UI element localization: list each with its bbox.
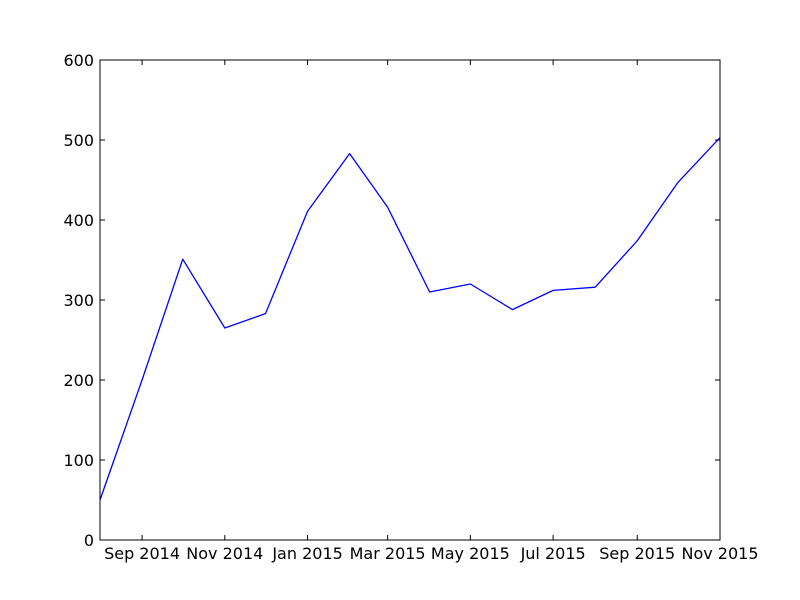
y-tick-label: 200 [63,371,94,390]
y-tick-label: 400 [63,211,94,230]
x-tick-label: Nov 2015 [681,544,758,563]
x-tick-label: Nov 2014 [186,544,263,563]
x-tick-label: Mar 2015 [350,544,426,563]
x-tick-label: Sep 2015 [599,544,675,563]
x-tick-label: May 2015 [431,544,510,563]
y-tick-label: 500 [63,131,94,150]
x-axis: Sep 2014 Nov 2014 Jan 2015 Mar 2015 May 2015… [104,60,759,563]
series-line [99,137,721,501]
x-tick-label: Jan 2015 [271,544,342,563]
y-tick-label: 0 [84,531,94,550]
y-axis: 0 100 200 300 400 500 600 [63,51,720,550]
series-layer [99,137,721,501]
y-tick-label: 600 [63,51,94,70]
y-tick-label: 100 [63,451,94,470]
y-tick-label: 300 [63,291,94,310]
x-tick-label: Jul 2015 [520,544,586,563]
x-tick-label: Sep 2014 [104,544,180,563]
